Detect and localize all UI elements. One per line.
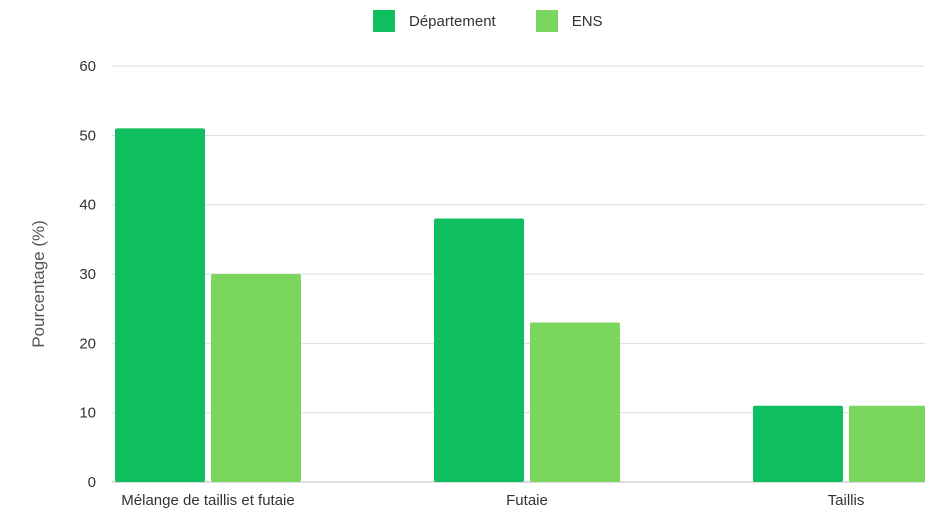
chart-legend: Département ENS: [373, 10, 643, 32]
x-tick-label: Futaie: [506, 492, 548, 509]
legend-swatch-ens: [535, 10, 558, 32]
x-tick-label: Mélange de taillis et futaie: [121, 492, 294, 509]
bar-departement-2: [753, 405, 843, 482]
x-tick-label: Taillis: [828, 492, 865, 509]
bar-ens-2: [849, 405, 925, 482]
bar-departement-0: [115, 128, 205, 482]
y-tick-label: 10: [79, 405, 96, 422]
legend-item-departement: Département: [373, 10, 496, 32]
legend-label-departement: Département: [409, 12, 496, 30]
y-tick-label: 50: [79, 127, 96, 144]
y-axis-ticks: 0 10 20 30 40 50 60: [79, 58, 96, 491]
bar-ens-0: [211, 274, 301, 482]
y-tick-label: 60: [79, 58, 96, 75]
y-tick-label: 30: [79, 266, 96, 283]
y-axis-title: Pourcentage (%): [29, 220, 48, 348]
bars: [115, 128, 925, 483]
bar-ens-1: [530, 322, 620, 482]
legend-label-ens: ENS: [571, 12, 603, 30]
y-tick-label: 0: [88, 474, 96, 491]
bar-departement-1: [434, 218, 524, 483]
x-axis-ticks: Mélange de taillis et futaie Futaie Tailli…: [121, 492, 864, 509]
legend-swatch-departement: [373, 10, 395, 32]
legend-item-ens: ENS: [535, 10, 603, 32]
y-tick-label: 40: [79, 197, 96, 214]
y-tick-label: 20: [79, 335, 96, 352]
